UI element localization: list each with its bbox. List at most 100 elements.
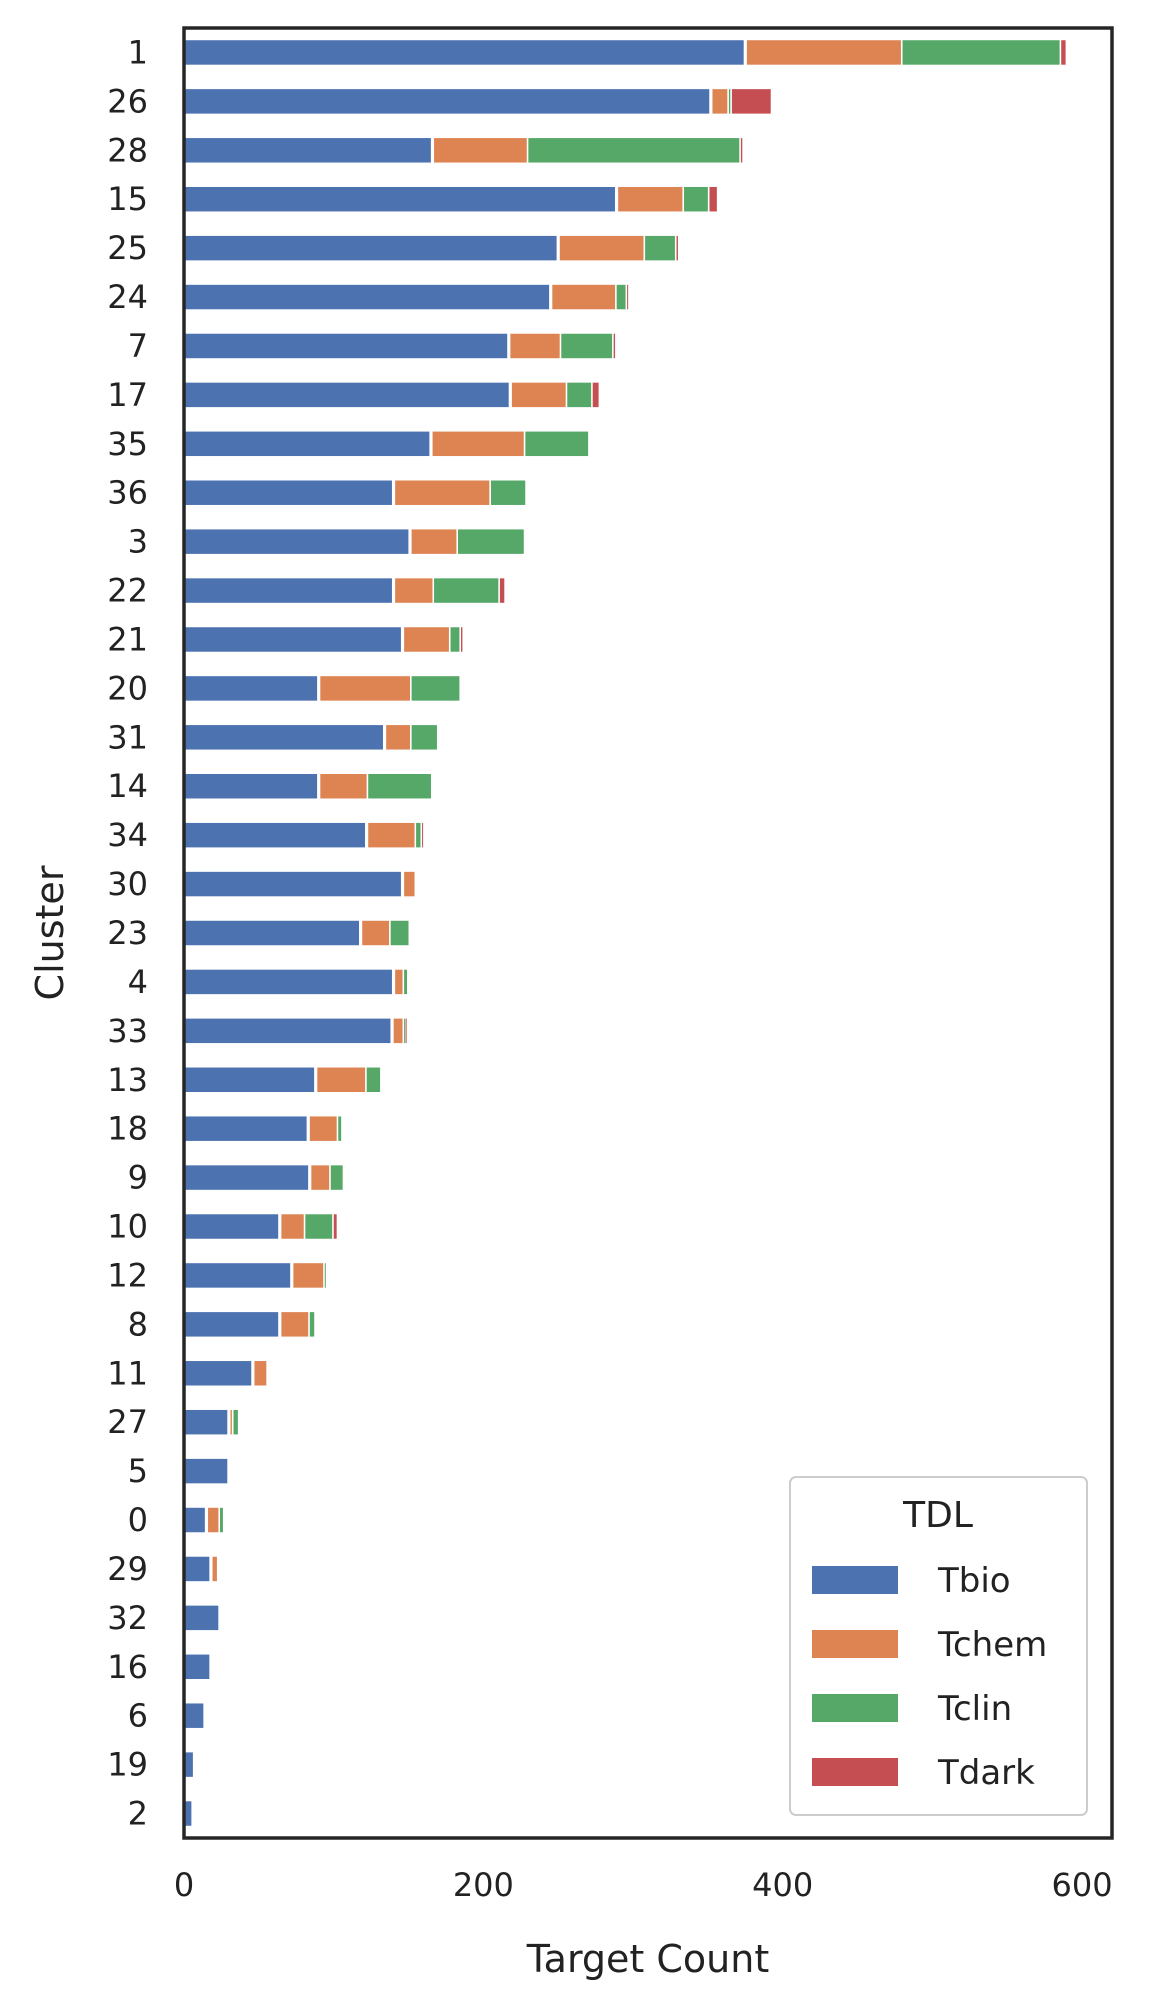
bar-segment-tbio-cluster-19 bbox=[184, 1752, 193, 1777]
bar-segment-tclin-cluster-36 bbox=[490, 480, 526, 505]
bar-segment-tclin-cluster-22 bbox=[434, 578, 499, 603]
y-tick-label: 0 bbox=[128, 1501, 148, 1539]
bar-segment-tchem-cluster-26 bbox=[712, 89, 728, 114]
y-tick-label: 17 bbox=[107, 376, 148, 414]
y-tick-label: 18 bbox=[107, 1110, 148, 1148]
bar-segment-tdark-cluster-25 bbox=[676, 235, 678, 261]
y-tick-label: 24 bbox=[107, 278, 148, 316]
bar-segment-tbio-cluster-33 bbox=[184, 1018, 391, 1044]
bar-segment-tchem-cluster-20 bbox=[320, 676, 411, 701]
x-tick-label: 600 bbox=[1052, 1866, 1113, 1904]
bar-segment-tclin-cluster-10 bbox=[305, 1214, 333, 1239]
plot-frame bbox=[182, 26, 1114, 1840]
bar-segment-tbio-cluster-23 bbox=[184, 920, 360, 946]
y-tick-label: 4 bbox=[128, 963, 148, 1001]
bar-segment-tdark-cluster-1 bbox=[1061, 40, 1066, 65]
y-tick-label: 13 bbox=[107, 1061, 148, 1099]
bar-segment-tbio-cluster-32 bbox=[184, 1605, 219, 1631]
bar-segment-tchem-cluster-17 bbox=[511, 382, 566, 408]
y-tick-label: 10 bbox=[107, 1208, 148, 1246]
bar-segment-tchem-cluster-13 bbox=[317, 1067, 366, 1092]
legend: TDL Tbio Tchem Tclin Tdark bbox=[789, 1476, 1088, 1816]
bar-segment-tchem-cluster-8 bbox=[281, 1312, 309, 1337]
bar-segment-tbio-cluster-1 bbox=[184, 40, 744, 65]
bar-segment-tdark-cluster-22 bbox=[499, 578, 505, 603]
bar-segment-tchem-cluster-23 bbox=[362, 920, 390, 946]
bar-segment-tchem-cluster-9 bbox=[311, 1165, 330, 1190]
bar-segment-tbio-cluster-3 bbox=[184, 529, 409, 554]
bar-segment-tchem-cluster-22 bbox=[395, 578, 433, 603]
bar-segment-tclin-cluster-23 bbox=[390, 920, 409, 946]
bar-segment-tclin-cluster-35 bbox=[525, 431, 589, 457]
bar-segment-tclin-cluster-24 bbox=[616, 284, 626, 310]
legend-label-tbio: Tbio bbox=[937, 1561, 1011, 1601]
legend-box bbox=[789, 1476, 1088, 1816]
bar-segment-tbio-cluster-2 bbox=[184, 1801, 192, 1826]
bar-segment-tbio-cluster-12 bbox=[184, 1263, 291, 1288]
bar-segment-tclin-cluster-4 bbox=[404, 969, 408, 995]
y-tick-label: 29 bbox=[107, 1550, 148, 1588]
y-tick-labels: 1262815252471735363222120311434302343313… bbox=[107, 33, 148, 1832]
bar-segment-tclin-cluster-15 bbox=[684, 186, 708, 212]
y-tick-label: 19 bbox=[107, 1746, 148, 1784]
bar-segment-tbio-cluster-13 bbox=[184, 1067, 315, 1092]
bar-segment-tclin-cluster-7 bbox=[561, 333, 613, 359]
bar-segment-tchem-cluster-3 bbox=[411, 529, 457, 554]
bar-segment-tclin-cluster-21 bbox=[450, 627, 460, 652]
bar-segment-tclin-cluster-13 bbox=[366, 1067, 381, 1092]
bar-segment-tbio-cluster-18 bbox=[184, 1116, 307, 1141]
bar-segment-tchem-cluster-12 bbox=[293, 1263, 324, 1288]
bar-segment-tdark-cluster-17 bbox=[592, 382, 599, 408]
legend-swatch-tclin bbox=[812, 1694, 898, 1722]
y-tick-label: 11 bbox=[107, 1354, 148, 1392]
x-tick-label: 200 bbox=[453, 1866, 514, 1904]
y-tick-label: 27 bbox=[107, 1403, 148, 1441]
bar-segment-tbio-cluster-24 bbox=[184, 284, 550, 310]
y-tick-label: 28 bbox=[107, 131, 148, 169]
bar-segment-tbio-cluster-36 bbox=[184, 480, 392, 505]
bar-segment-tdark-cluster-10 bbox=[333, 1214, 337, 1239]
bar-segment-tbio-cluster-9 bbox=[184, 1165, 309, 1190]
bar-segment-tdark-cluster-21 bbox=[461, 627, 463, 652]
y-tick-label: 3 bbox=[128, 523, 148, 561]
bar-segment-tclin-cluster-12 bbox=[324, 1263, 326, 1288]
bar-segment-tdark-cluster-33 bbox=[405, 1018, 407, 1044]
bar-segment-tbio-cluster-6 bbox=[184, 1703, 204, 1728]
x-tick-labels: 0 200 400 600 bbox=[174, 1866, 1113, 1904]
x-axis-label: Target Count bbox=[526, 1937, 770, 1981]
bar-segment-tbio-cluster-22 bbox=[184, 578, 392, 603]
bar-segment-tdark-cluster-28 bbox=[740, 138, 743, 163]
y-tick-label: 33 bbox=[107, 1012, 148, 1050]
legend-swatch-tdark bbox=[812, 1758, 898, 1786]
bar-segment-tchem-cluster-30 bbox=[404, 871, 415, 897]
y-tick-label: 23 bbox=[107, 914, 148, 952]
y-tick-label: 30 bbox=[107, 865, 148, 903]
y-tick-label: 7 bbox=[128, 327, 148, 365]
bar-segment-tchem-cluster-14 bbox=[320, 774, 367, 799]
bar-segment-tbio-cluster-35 bbox=[184, 431, 430, 457]
bar-segment-tdark-cluster-26 bbox=[731, 89, 771, 114]
y-tick-label: 36 bbox=[107, 474, 148, 512]
y-axis-label: Cluster bbox=[28, 865, 72, 1000]
bar-segment-tbio-cluster-4 bbox=[184, 969, 392, 995]
bar-segment-tdark-cluster-24 bbox=[627, 284, 629, 310]
bar-segment-tbio-cluster-25 bbox=[184, 235, 557, 261]
bar-segment-tclin-cluster-27 bbox=[233, 1409, 238, 1435]
bar-segment-tchem-cluster-33 bbox=[393, 1018, 403, 1044]
bar-segment-tclin-cluster-3 bbox=[458, 529, 524, 554]
bar-segment-tchem-cluster-10 bbox=[281, 1214, 304, 1239]
bar-segment-tbio-cluster-5 bbox=[184, 1458, 228, 1484]
y-tick-label: 5 bbox=[128, 1452, 148, 1490]
legend-label-tdark: Tdark bbox=[937, 1753, 1035, 1793]
bar-segment-tchem-cluster-18 bbox=[309, 1116, 337, 1141]
bar-segment-tchem-cluster-1 bbox=[746, 40, 901, 65]
bar-segment-tchem-cluster-27 bbox=[230, 1409, 232, 1435]
x-tick-label: 400 bbox=[752, 1866, 813, 1904]
bar-segment-tbio-cluster-20 bbox=[184, 676, 318, 701]
bar-segment-tbio-cluster-27 bbox=[184, 1409, 228, 1435]
bar-segment-tclin-cluster-9 bbox=[330, 1165, 343, 1190]
y-tick-label: 2 bbox=[128, 1795, 148, 1833]
bar-segment-tclin-cluster-26 bbox=[728, 89, 731, 114]
bar-segment-tclin-cluster-25 bbox=[645, 235, 675, 261]
y-tick-label: 12 bbox=[107, 1256, 148, 1294]
